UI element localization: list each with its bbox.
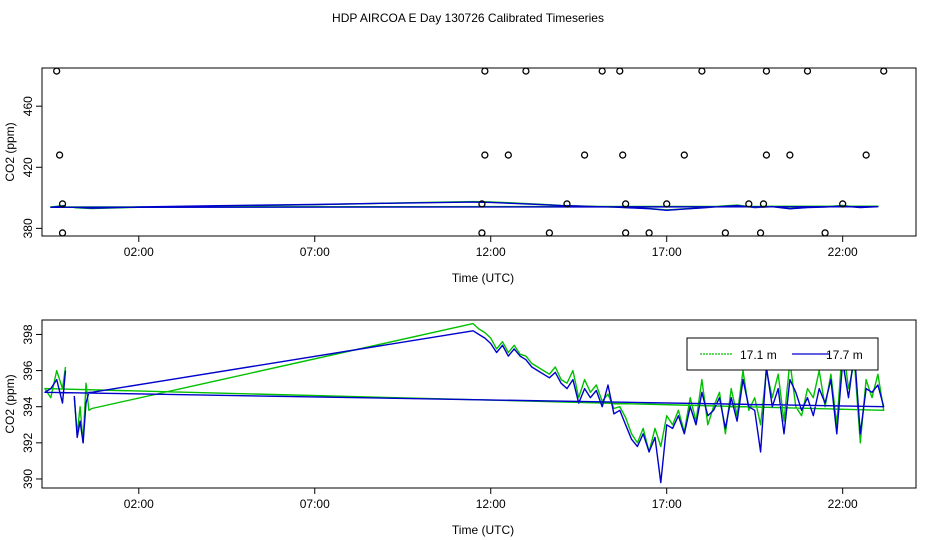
calibration-marker [478, 229, 486, 237]
x-tick-label: 22:00 [828, 245, 858, 259]
y-tick-label: 380 [21, 218, 35, 238]
calibration-marker [862, 151, 870, 159]
lower-panel: 02:00 07:00 12:00 17:00 22:00 39039239439639… [3, 319, 917, 537]
x-axis-label: Time (UTC) [452, 523, 514, 537]
calibration-marker [55, 151, 64, 159]
calibration-marker [481, 67, 489, 75]
y-axis-label: CO2 (ppm) [3, 122, 17, 181]
calibration-marker [663, 200, 671, 208]
series-line-blue [50, 201, 879, 212]
marker-group [53, 67, 888, 237]
x-tick-label: 17:00 [652, 497, 682, 511]
y-tick-label: 396 [21, 360, 35, 380]
calibration-marker [645, 229, 653, 237]
series-group [50, 200, 879, 212]
calibration-marker [745, 200, 753, 208]
calibration-marker [580, 151, 589, 159]
y-tick-label: 392 [21, 433, 35, 453]
chart-title: HDP AIRCOA E Day 130726 Calibrated Times… [332, 11, 604, 25]
calibration-marker [762, 151, 771, 159]
y-tick-label: 390 [21, 469, 35, 489]
y-axis: 380 420 460 [21, 96, 42, 238]
calibration-marker [598, 67, 606, 75]
calibration-marker [58, 200, 67, 208]
calibration-marker [621, 200, 630, 208]
calibration-marker [839, 200, 847, 208]
x-tick-label: 22:00 [828, 497, 858, 511]
y-tick-label: 420 [21, 157, 35, 177]
calibration-marker [621, 229, 630, 237]
series-line-green [44, 322, 885, 453]
calibration-marker [821, 229, 829, 237]
legend-label-17-1m: 17.1 m [740, 348, 777, 362]
y-tick-label: 394 [21, 396, 35, 416]
x-axis: 02:00 07:00 12:00 17:00 22:00 [124, 488, 858, 511]
y-axis-label: CO2 (ppm) [3, 374, 17, 433]
legend: 17.1 m 17.7 m [686, 337, 879, 371]
x-axis: 02:00 07:00 12:00 17:00 22:00 [124, 236, 858, 259]
calibration-marker [680, 151, 688, 159]
legend-label-17-7m: 17.7 m [826, 348, 863, 362]
calibration-marker [721, 229, 730, 237]
calibration-marker [522, 67, 530, 75]
x-tick-label: 02:00 [124, 245, 154, 259]
calibration-marker [616, 67, 624, 75]
calibration-marker [563, 200, 571, 208]
calibration-marker [619, 151, 627, 159]
calibration-marker [545, 229, 554, 237]
x-tick-label: 12:00 [476, 245, 506, 259]
x-axis-label: Time (UTC) [452, 271, 514, 285]
x-tick-label: 07:00 [300, 497, 330, 511]
calibration-marker [504, 151, 512, 159]
x-tick-label: 02:00 [124, 497, 154, 511]
x-tick-label: 07:00 [300, 245, 330, 259]
x-tick-label: 12:00 [476, 497, 506, 511]
upper-panel: 02:00 07:00 12:00 17:00 22:00 380 420 460 Time… [3, 67, 917, 285]
y-tick-label: 460 [21, 96, 35, 116]
calibration-marker [58, 229, 67, 237]
series-group [44, 322, 885, 484]
calibration-marker [698, 67, 706, 75]
calibration-marker [786, 151, 794, 159]
plot-frame [41, 67, 917, 237]
x-tick-label: 17:00 [652, 245, 682, 259]
plot-frame [41, 319, 917, 489]
y-axis: 390 392 394 396 398 [21, 324, 42, 489]
y-tick-label: 398 [21, 324, 35, 344]
calibration-marker [880, 67, 888, 75]
series-line-blue [44, 330, 885, 484]
calibration-marker [481, 151, 489, 159]
calibration-marker [478, 200, 486, 208]
calibration-marker [803, 67, 812, 75]
calibration-marker [53, 67, 61, 75]
calibration-marker [756, 229, 765, 237]
calibration-marker [759, 200, 768, 208]
calibration-marker [762, 67, 771, 75]
